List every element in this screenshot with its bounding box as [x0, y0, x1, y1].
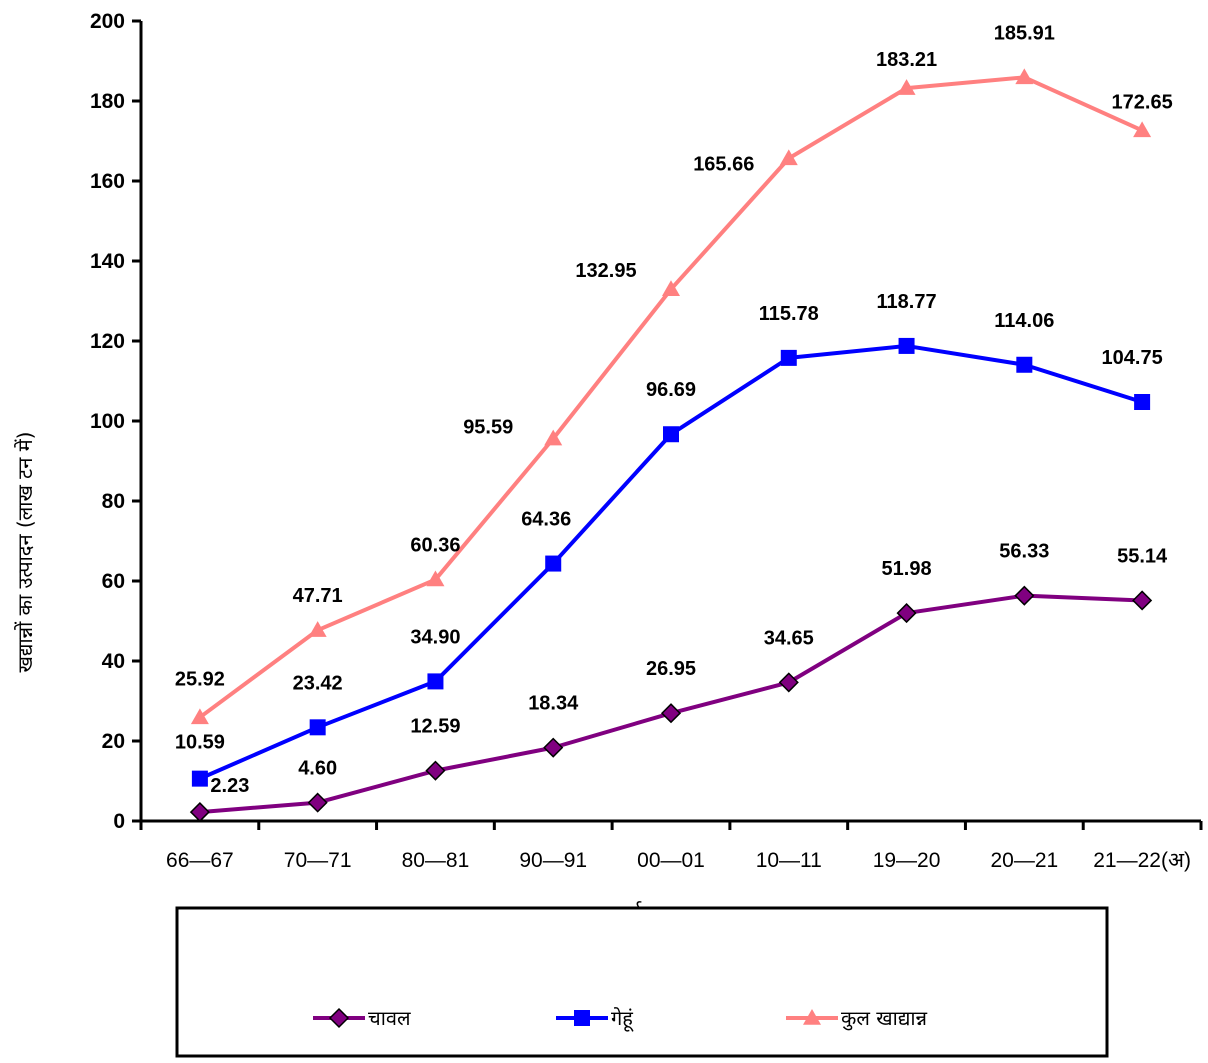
data-label: 95.59: [463, 417, 513, 439]
data-point-diamond: [1132, 590, 1153, 611]
data-point-triangle: [308, 621, 327, 637]
data-label: 64.36: [521, 509, 571, 531]
x-tick-label: 00—01: [637, 849, 705, 872]
y-tick-label: 160: [90, 170, 125, 193]
data-label: 60.36: [410, 535, 460, 557]
data-point-square: [191, 770, 208, 787]
x-tick-label: 19—20: [873, 849, 941, 872]
data-point-square: [545, 555, 562, 572]
data-point-triangle: [1133, 121, 1152, 138]
data-label: 4.60: [298, 758, 337, 780]
x-tick-label: 20—21: [990, 849, 1058, 872]
data-point-triangle: [426, 570, 445, 587]
y-tick-label: 100: [90, 410, 125, 433]
data-labels: 2.23 4.60 12.59 18.34 26.95 34.65 51.98 56.33 55…: [175, 22, 1173, 797]
data-point-diamond: [660, 703, 682, 724]
y-tick-label: 0: [113, 810, 125, 833]
data-label: 23.42: [293, 672, 343, 694]
series-markers: [189, 68, 1153, 823]
data-point-triangle: [662, 280, 680, 296]
y-tick-label: 60: [102, 570, 125, 593]
data-label: 34.65: [764, 627, 814, 649]
data-label: 26.95: [646, 658, 696, 680]
x-tick-label: 21—22(अ): [1093, 849, 1191, 872]
data-label: 56.33: [999, 541, 1049, 563]
data-label: 34.90: [410, 626, 460, 648]
x-tick-label: 90—91: [519, 849, 587, 872]
legend-box: [175, 906, 1109, 1058]
data-point-square: [898, 337, 915, 354]
data-label: 18.34: [528, 693, 579, 715]
data-point-diamond: [896, 603, 917, 624]
data-label: 132.95: [575, 260, 636, 282]
data-label: 165.66: [693, 153, 754, 175]
x-tick-label: 70—71: [284, 849, 352, 872]
series-lines: [198, 75, 1143, 815]
data-label: 185.91: [994, 22, 1055, 44]
data-point-square: [663, 426, 679, 443]
data-label: 51.98: [882, 558, 932, 580]
y-tick-label: 200: [90, 10, 125, 33]
data-label: 2.23: [210, 775, 249, 797]
legend-label: गेहूं: [611, 1006, 634, 1032]
data-label: 10.59: [175, 732, 225, 754]
data-point-diamond: [307, 792, 328, 813]
y-tick-label: 80: [102, 490, 125, 513]
legend: चावल गेहूं कुल खाद्यान्न: [313, 1006, 928, 1032]
legend-swatch-diamond: [328, 1007, 350, 1029]
y-tick-label: 40: [102, 650, 125, 673]
data-label: 96.69: [646, 379, 696, 401]
legend-label: चावल: [368, 1006, 411, 1030]
data-label: 115.78: [759, 303, 819, 325]
data-point-triangle: [897, 79, 916, 95]
data-label: 172.65: [1112, 91, 1173, 113]
data-label: 183.21: [876, 49, 937, 71]
y-tick-label: 140: [90, 250, 125, 273]
data-point-square: [427, 673, 444, 690]
data-point-diamond: [543, 737, 564, 758]
data-point-diamond: [425, 760, 446, 781]
y-tick-label: 180: [90, 90, 125, 113]
data-label: 25.92: [175, 668, 225, 690]
x-tick-label: 80—81: [402, 849, 470, 872]
legend-swatch-square: [574, 1010, 590, 1026]
data-point-triangle: [544, 429, 563, 446]
data-point-square: [1134, 394, 1151, 410]
data-label: 47.71: [293, 585, 343, 607]
y-axis-title: खद्यान्नों का उत्पादन (लाख टन में): [13, 432, 37, 673]
y-tick-label: 120: [90, 330, 125, 353]
x-tick-label: 10—11: [756, 849, 822, 872]
data-label: 118.77: [877, 291, 937, 313]
data-point-diamond: [1014, 585, 1035, 606]
data-point-square: [780, 349, 797, 366]
data-point-square: [309, 719, 326, 736]
data-point-triangle: [190, 708, 209, 725]
data-label: 55.14: [1117, 545, 1168, 567]
data-label: 104.75: [1102, 347, 1163, 369]
legend-label: कुल खाद्यान्न: [841, 1006, 928, 1031]
x-tick-label: 66—67: [166, 849, 234, 872]
axes: 0 20 40 60 80 100 120 140 160 180 200 66—67 70—71 80—…: [90, 10, 1203, 872]
data-label: 12.59: [410, 716, 460, 738]
data-point-diamond: [189, 802, 210, 823]
legend-swatch-triangle: [803, 1009, 821, 1025]
data-point-square: [1016, 356, 1033, 373]
data-point-triangle: [1015, 68, 1034, 85]
data-point-triangle: [779, 149, 798, 166]
data-label: 114.06: [994, 310, 1054, 332]
data-point-diamond: [778, 672, 799, 693]
y-tick-label: 20: [102, 730, 125, 753]
